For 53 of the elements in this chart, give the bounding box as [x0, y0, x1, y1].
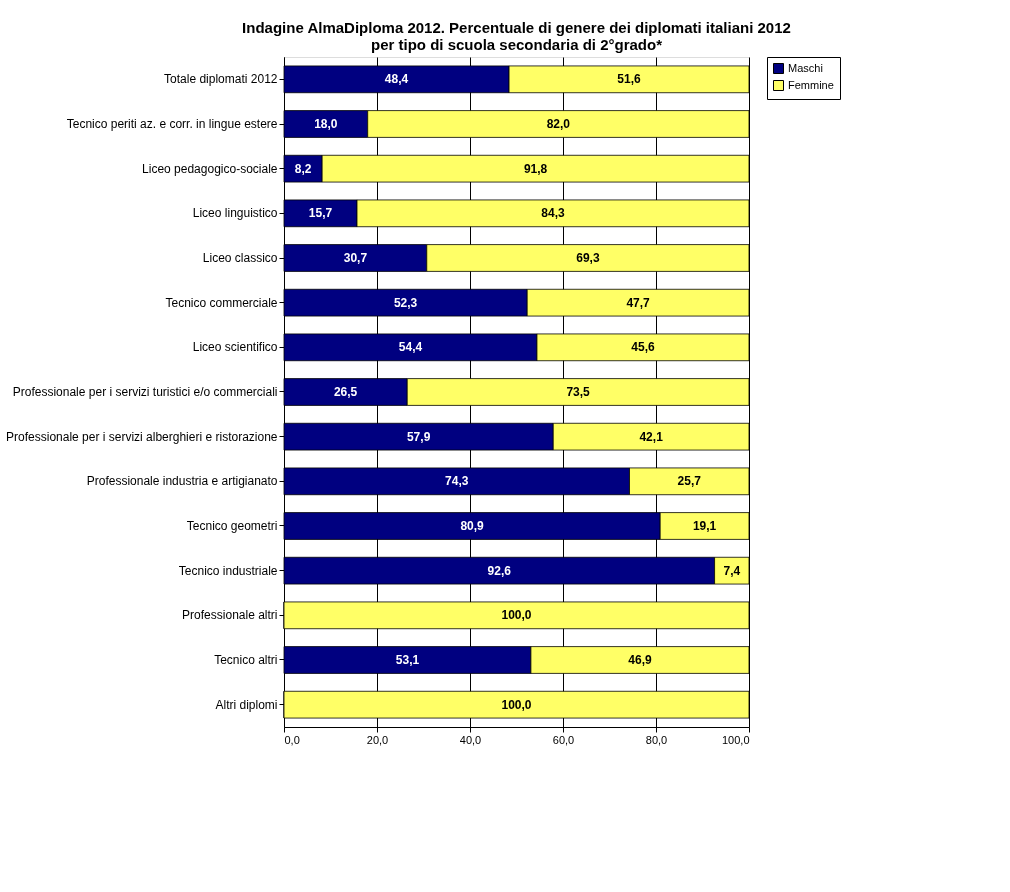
data-label: 53,1	[395, 653, 420, 667]
data-label: 51,6	[617, 72, 642, 87]
y-tick-label: Tecnico industriale	[178, 563, 278, 578]
y-tick-label: Professionale per i servizi turistici e/o commerciali	[12, 385, 278, 399]
data-label: 74,3	[445, 474, 469, 489]
y-tick-label: Tecnico periti az. e corr. in lingue estere	[66, 117, 278, 131]
y-tick-label: Liceo scientifico	[192, 340, 278, 355]
x-tick-label: 60,0	[552, 733, 575, 746]
data-label: 48,4	[384, 72, 409, 87]
data-label: 45,6	[631, 340, 655, 355]
data-label: 92,6	[487, 563, 512, 578]
data-label: 91,8	[523, 161, 548, 176]
data-label: 25,7	[677, 474, 702, 489]
y-tick-label: Tecnico geometri	[186, 519, 278, 533]
data-label: 46,9	[628, 653, 652, 667]
data-label: 8,2	[294, 161, 312, 176]
text: Indagine AlmaDiploma 2012. Percentuale di genere dei diplomati italiani 2012	[242, 18, 791, 36]
x-tick-label: 100,0	[721, 733, 750, 746]
data-label: 69,3	[576, 251, 600, 265]
y-tick-label: Tecnico altri	[214, 653, 278, 667]
data-label: 47,7	[626, 295, 651, 310]
data-label: 82,0	[546, 117, 571, 131]
y-tick-label: Altri diplomi	[215, 697, 278, 712]
y-tick-label: Liceo pedagogico-sociale	[142, 161, 278, 176]
data-label: 100,0	[501, 697, 532, 712]
y-tick-label: Professionale per i servizi alberghieri e ristorazione	[6, 429, 278, 444]
data-label: 42,1	[639, 429, 664, 444]
data-label: 52,3	[393, 295, 418, 310]
data-label: 18,0	[314, 117, 338, 131]
data-label: 80,9	[460, 519, 485, 533]
text: per tipo di scuola secondaria di 2°grado*	[370, 35, 663, 53]
data-label: 84,3	[541, 206, 565, 221]
y-tick-label: Liceo linguistico	[192, 206, 278, 221]
data-label: 57,9	[406, 429, 431, 444]
legend-label: Maschi	[788, 61, 823, 74]
data-label: 100,0	[501, 608, 532, 623]
data-label: 73,5	[566, 385, 591, 399]
y-tick-label: Professionale altri	[182, 608, 278, 623]
y-tick-label: Totale diplomati 2012	[164, 72, 278, 87]
x-tick-label: 0,0	[284, 733, 300, 746]
data-label: 15,7	[308, 206, 333, 221]
y-tick-label: Liceo classico	[202, 251, 278, 265]
y-tick-label: Professionale industria e artigianato	[86, 474, 278, 489]
legend-label: Femmine	[788, 78, 834, 91]
data-label: 19,1	[692, 519, 717, 533]
data-label: 54,4	[398, 340, 423, 355]
data-label: 26,5	[333, 385, 358, 399]
x-tick-label: 40,0	[459, 733, 482, 746]
x-tick-label: 20,0	[366, 733, 389, 746]
y-tick-label: Tecnico commerciale	[165, 295, 278, 310]
x-tick-label: 80,0	[645, 733, 668, 746]
data-label: 7,4	[723, 563, 741, 578]
data-label: 30,7	[343, 251, 368, 265]
